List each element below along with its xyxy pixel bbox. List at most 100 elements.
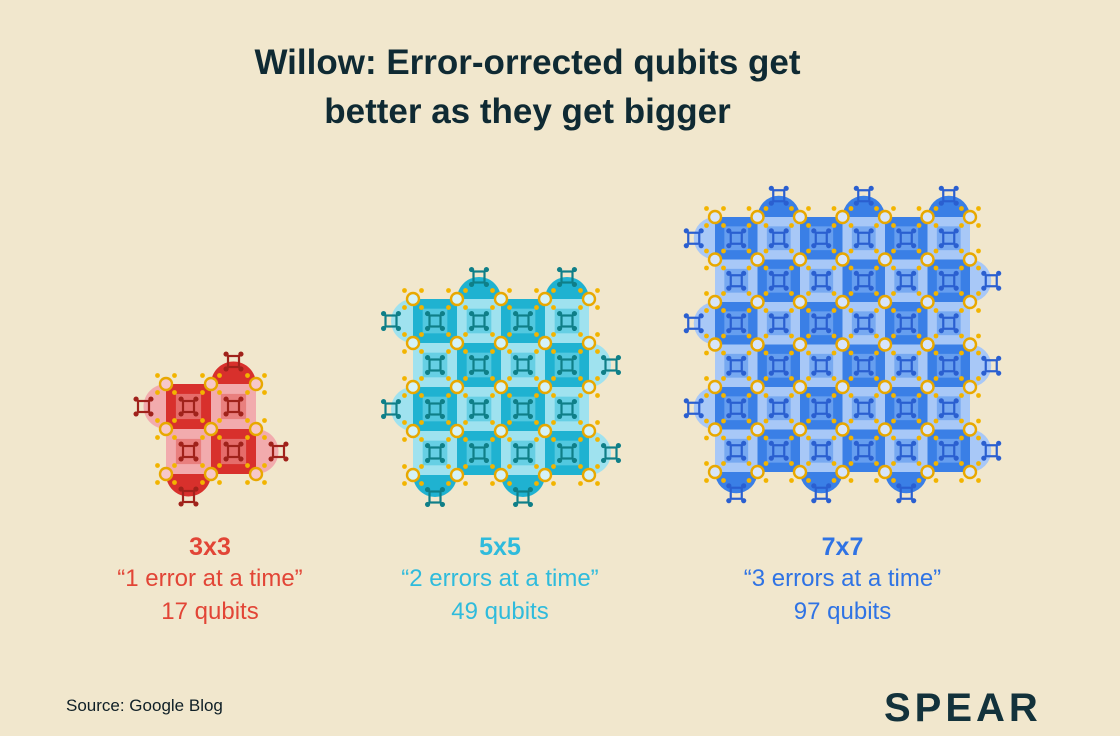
data-qubit [789,248,811,271]
measure-qubit [556,266,578,288]
boundary-plaquette [589,343,611,387]
boundary-plaquette [715,472,758,494]
measure-qubit [178,396,199,417]
measure-qubit [556,310,578,332]
data-qubit [490,464,512,486]
measure-qubit [726,440,747,461]
boundary-plaquette [693,302,715,345]
measure-qubit [726,483,747,504]
data-qubit [789,418,811,441]
measure-qubit [726,313,747,334]
boundary-plaquette [391,299,413,343]
data-qubit [490,288,512,310]
data-qubit [402,376,424,398]
measure-qubit [896,313,917,334]
data-qubits [155,373,267,485]
qubit-grid-3x3 [133,351,289,507]
data-qubit [831,418,854,441]
measure-qubit [768,398,789,419]
data-qubit [402,464,424,486]
measure-qubit [424,486,446,508]
measure-qubit [853,313,874,334]
data-qubit [704,418,726,441]
measure-qubit [938,270,959,291]
data-qubit [446,332,468,354]
data-qubit [746,418,769,441]
measure-qubit [981,355,1002,376]
measure-qubit [556,354,578,376]
data-qubit [534,332,556,354]
boundary-plaquette [457,277,501,299]
chart-title: Willow: Error-orrected qubits get better… [0,38,1055,136]
measure-qubit [896,440,917,461]
measure-qubit [726,355,747,376]
measure-qubit [424,310,446,332]
data-qubit [402,288,424,310]
data-qubit [874,248,896,271]
data-qubit [746,333,769,356]
measure-qubit [811,440,832,461]
data-qubit [789,291,811,313]
measure-qubit [424,354,446,376]
data-qubits [402,288,600,486]
measure-qubit [600,354,622,376]
measure-qubit [556,398,578,420]
error-tolerance-label: “2 errors at a time” [401,565,599,592]
grid-size-label: 5x5 [479,533,521,561]
data-qubit [959,376,981,398]
data-qubit [446,288,468,310]
data-qubit [578,464,600,486]
measure-qubit [811,355,832,376]
measure-qubit [896,398,917,419]
qubit-grid-5x5 [380,266,622,508]
data-qubit [704,206,726,228]
data-qubit [874,206,896,228]
data-qubit [490,376,512,398]
data-qubit [155,373,177,395]
measure-qubit [853,355,874,376]
measure-qubit [896,483,917,504]
data-qubit [534,376,556,398]
measure-qubit [223,441,244,462]
measure-qubit [768,185,789,206]
measure-qubit [811,270,832,291]
grid-panel-5x5 [380,266,622,508]
boundary-plaquette [757,195,800,217]
data-qubit [578,332,600,354]
qubit-count-label: 17 qubits [161,598,259,625]
measure-qubit [853,228,874,249]
measure-qubit [938,355,959,376]
grid-size-label: 7x7 [821,533,864,561]
measure-qubit [683,398,704,419]
data-qubit [155,463,177,485]
measure-qubit [938,185,959,206]
data-qubit [746,206,769,228]
data-qubit [200,463,222,485]
measure-qubit [981,270,1002,291]
boundary-plaquette [842,195,885,217]
grid-panel-7x7 [680,182,1005,507]
data-qubit [831,248,854,271]
boundary-plaquette [693,387,715,430]
measure-qubit [768,355,789,376]
qubit-count-label: 49 qubits [451,598,549,625]
spear-logo: SPEAR [884,686,1042,730]
title-line-1: Willow: Error-orrected qubits get [254,43,801,82]
measure-qubit [768,270,789,291]
data-qubit [534,464,556,486]
data-qubit [916,291,939,313]
data-qubit [746,461,769,483]
boundary-plaquette [391,387,413,431]
data-qubit [789,206,811,228]
measure-qubit [468,442,490,464]
source-note: Source: Google Blog [66,696,223,715]
data-qubit [831,333,854,356]
data-qubit [490,420,512,442]
measure-qubit [811,313,832,334]
data-qubit [746,248,769,271]
data-qubit [831,291,854,313]
error-tolerance-label: “3 errors at a time” [743,565,942,592]
data-qubit [200,373,222,395]
measure-qubit [726,270,747,291]
caption-3x3: 3x3 “1 error at a time” 17 qubits [90,532,330,628]
